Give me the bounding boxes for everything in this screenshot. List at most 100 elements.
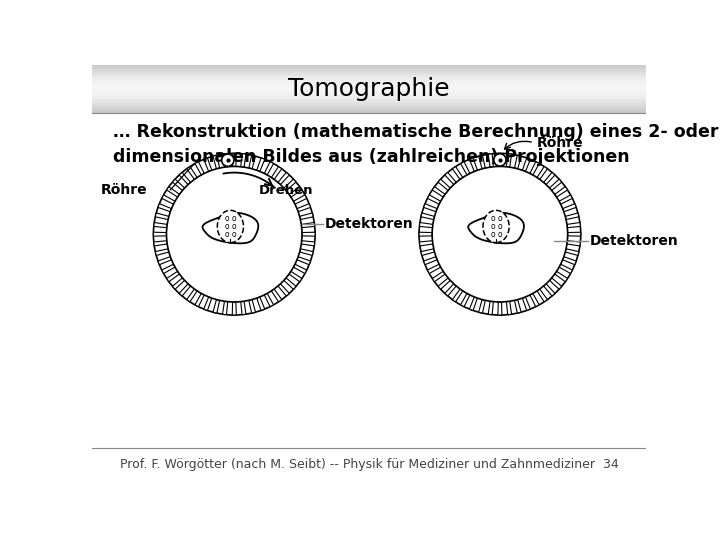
Text: … Rekonstruktion (mathematische Berechnung) eines 2- oder 3-
dimensionalen Bilde: … Rekonstruktion (mathematische Berechnu… (113, 123, 720, 166)
Bar (92, 64, 647, 65)
Polygon shape (438, 179, 450, 191)
Bar (92, 83, 647, 84)
Bar (92, 73, 647, 75)
Polygon shape (179, 284, 191, 296)
Text: o: o (490, 230, 495, 239)
Polygon shape (565, 249, 579, 255)
Polygon shape (158, 256, 171, 265)
Polygon shape (562, 256, 576, 265)
Circle shape (419, 153, 581, 315)
Text: Röhre: Röhre (536, 136, 583, 150)
Polygon shape (240, 301, 246, 315)
Polygon shape (154, 241, 167, 246)
Bar (92, 95, 647, 96)
Polygon shape (222, 154, 228, 167)
Polygon shape (428, 195, 441, 204)
Polygon shape (498, 153, 502, 166)
Bar (92, 97, 647, 98)
Polygon shape (565, 213, 579, 220)
Polygon shape (421, 213, 435, 220)
Text: o: o (225, 214, 229, 224)
Polygon shape (156, 213, 169, 220)
Polygon shape (515, 300, 521, 313)
Circle shape (432, 166, 567, 302)
Ellipse shape (483, 210, 509, 242)
Polygon shape (423, 204, 437, 212)
Polygon shape (469, 297, 477, 310)
Text: o: o (490, 222, 495, 231)
Polygon shape (468, 213, 524, 244)
Polygon shape (202, 213, 258, 244)
Polygon shape (278, 172, 289, 185)
Polygon shape (186, 166, 197, 179)
Polygon shape (432, 187, 445, 197)
Bar (92, 71, 647, 72)
Polygon shape (156, 249, 169, 255)
Polygon shape (284, 278, 296, 289)
Text: o: o (498, 214, 502, 224)
Polygon shape (289, 271, 302, 282)
Polygon shape (271, 289, 282, 302)
Polygon shape (233, 302, 236, 315)
Polygon shape (301, 222, 315, 228)
Polygon shape (284, 179, 296, 191)
Bar (92, 87, 647, 88)
Bar (92, 109, 647, 110)
Polygon shape (264, 161, 274, 175)
Polygon shape (249, 156, 256, 169)
Text: o: o (498, 222, 502, 231)
Polygon shape (166, 187, 179, 197)
Bar (92, 99, 647, 100)
Polygon shape (271, 166, 282, 179)
Polygon shape (302, 232, 315, 236)
Polygon shape (257, 158, 265, 171)
Polygon shape (213, 156, 220, 169)
Bar (92, 107, 647, 109)
Polygon shape (173, 278, 184, 289)
Bar (92, 75, 647, 76)
Polygon shape (537, 289, 547, 302)
Bar (92, 109, 647, 110)
Polygon shape (419, 232, 432, 236)
Text: o: o (498, 230, 502, 239)
Text: o: o (225, 230, 229, 239)
Bar (92, 105, 647, 106)
Polygon shape (162, 195, 175, 204)
Polygon shape (300, 213, 313, 220)
Polygon shape (420, 222, 433, 228)
Polygon shape (438, 278, 450, 289)
Text: Detektoren: Detektoren (324, 217, 413, 231)
Polygon shape (544, 172, 555, 185)
Polygon shape (562, 204, 576, 212)
Bar (92, 91, 647, 92)
Polygon shape (523, 297, 531, 310)
Polygon shape (530, 293, 539, 307)
Bar (92, 68, 647, 69)
Polygon shape (278, 284, 289, 296)
Polygon shape (432, 271, 445, 282)
Polygon shape (179, 172, 191, 185)
Circle shape (494, 154, 506, 166)
Circle shape (222, 154, 234, 166)
Bar (92, 100, 647, 102)
Text: Tomographie: Tomographie (288, 77, 450, 100)
Bar (92, 80, 647, 82)
Bar (92, 102, 647, 103)
Polygon shape (233, 153, 236, 166)
Polygon shape (297, 204, 310, 212)
Polygon shape (559, 195, 572, 204)
Bar (92, 87, 647, 89)
Bar (92, 79, 647, 80)
Text: o: o (232, 222, 236, 231)
Bar (92, 103, 647, 104)
Polygon shape (195, 161, 204, 175)
Polygon shape (567, 222, 580, 228)
Polygon shape (289, 187, 302, 197)
Polygon shape (195, 293, 204, 307)
Bar (92, 75, 647, 76)
Bar (92, 76, 647, 77)
Polygon shape (294, 195, 307, 204)
Bar (92, 98, 647, 99)
Polygon shape (423, 256, 437, 265)
Polygon shape (498, 302, 502, 315)
